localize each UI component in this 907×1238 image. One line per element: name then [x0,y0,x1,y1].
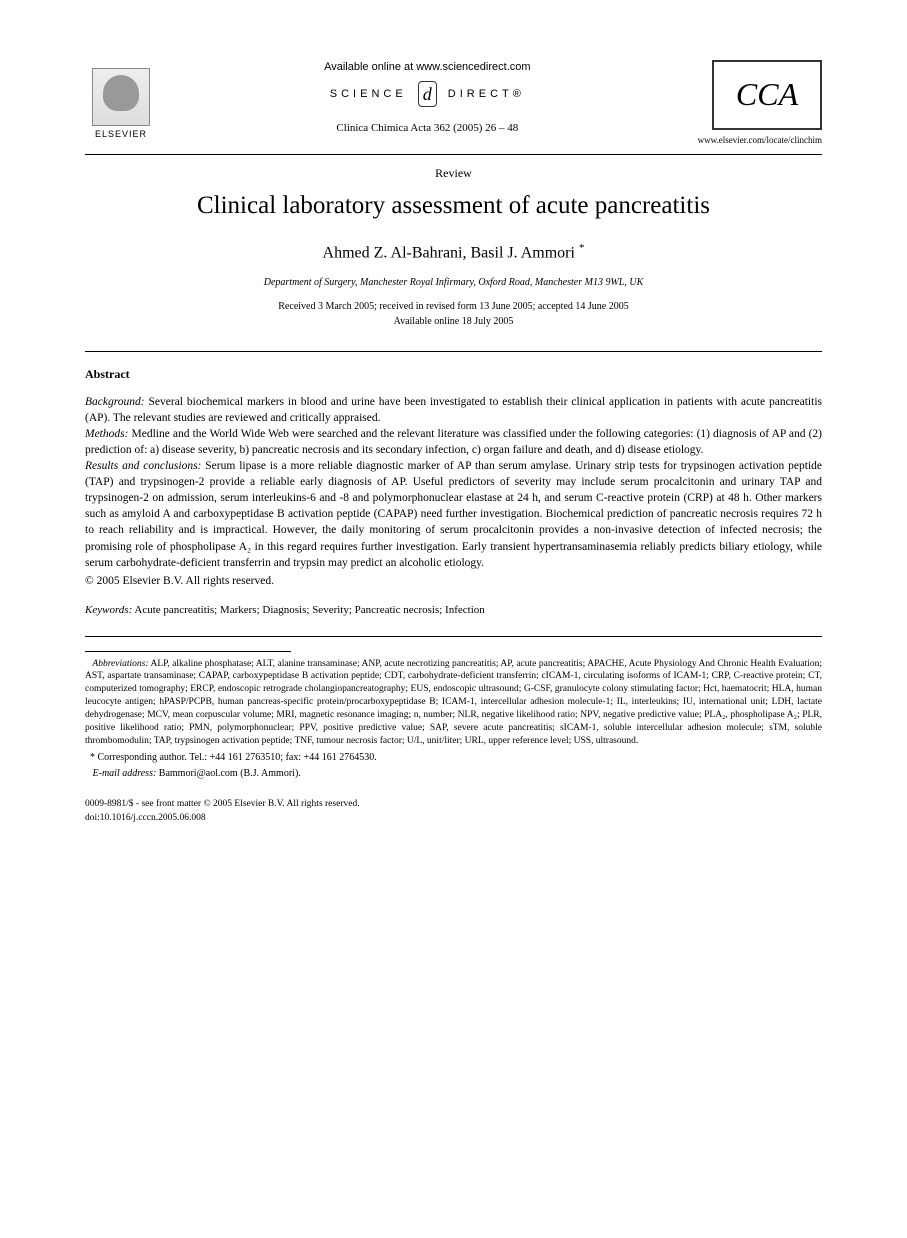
elsevier-tree-icon [92,68,150,126]
results-text: Serum lipase is a more reliable diagnost… [85,460,822,569]
results-label: Results and conclusions: [85,460,201,472]
abbreviations: Abbreviations: ALP, alkaline phosphatase… [85,658,822,748]
publisher-logo: ELSEVIER [85,60,157,140]
corresponding-text: * Corresponding author. Tel.: +44 161 27… [90,752,377,763]
methods-text: Medline and the World Wide Web were sear… [85,428,822,456]
abstract-top-rule [85,351,822,352]
keywords-text: Acute pancreatitis; Markers; Diagnosis; … [132,604,485,616]
keywords: Keywords: Acute pancreatitis; Markers; D… [85,603,822,618]
abbrev-label: Abbreviations: [92,659,148,669]
email-label: E-mail address: [93,768,157,779]
background-label: Background: [85,396,145,408]
abstract-methods: Methods: Medline and the World Wide Web … [85,426,822,458]
science-direct-logo: SCIENCE d DIRECT® [177,81,678,107]
article-title: Clinical laboratory assessment of acute … [85,189,822,223]
header-right: CCA www.elsevier.com/locate/clinchim [698,60,822,146]
journal-logo-text: CCA [736,73,798,116]
abstract-heading: Abstract [85,366,822,382]
authors-text: Ahmed Z. Al-Bahrani, Basil J. Ammori [323,244,575,261]
footer-line-2: doi:10.1016/j.cccn.2005.06.008 [85,812,822,825]
footnote-rule [85,651,291,652]
affiliation: Department of Surgery, Manchester Royal … [85,276,822,290]
abstract-results: Results and conclusions: Serum lipase is… [85,458,822,571]
email-text: Bammori@aol.com (B.J. Ammori). [156,768,300,779]
keywords-rule [85,636,822,637]
header-rule [85,154,822,155]
received-dates: Received 3 March 2005; received in revis… [85,300,822,314]
journal-logo: CCA [712,60,822,130]
copyright-line: © 2005 Elsevier B.V. All rights reserved… [85,573,822,589]
footer-line-1: 0009-8981/$ - see front matter © 2005 El… [85,798,822,811]
authors: Ahmed Z. Al-Bahrani, Basil J. Ammori * [85,241,822,264]
corresponding-mark: * [579,242,585,254]
science-direct-left: SCIENCE [330,88,407,100]
methods-label: Methods: [85,428,128,440]
available-online-text: Available online at www.sciencedirect.co… [177,60,678,75]
page-header: ELSEVIER Available online at www.science… [85,60,822,146]
available-date: Available online 18 July 2005 [85,315,822,329]
header-center: Available online at www.sciencedirect.co… [157,60,698,136]
abstract-body: Background: Several biochemical markers … [85,394,822,589]
abbrev-text: ALP, alkaline phosphatase; ALT, alanine … [85,659,822,746]
journal-url: www.elsevier.com/locate/clinchim [698,134,822,146]
keywords-label: Keywords: [85,604,132,616]
background-text: Several biochemical markers in blood and… [85,396,822,424]
publisher-name: ELSEVIER [95,128,147,140]
science-direct-d-icon: d [418,81,437,107]
science-direct-right: DIRECT® [448,88,525,100]
email-line: E-mail address: Bammori@aol.com (B.J. Am… [85,767,822,781]
page-footer: 0009-8981/$ - see front matter © 2005 El… [85,798,822,825]
corresponding-author: * Corresponding author. Tel.: +44 161 27… [85,751,822,765]
journal-reference: Clinica Chimica Acta 362 (2005) 26 – 48 [177,121,678,136]
article-type: Review [85,165,822,181]
abstract-background: Background: Several biochemical markers … [85,394,822,426]
